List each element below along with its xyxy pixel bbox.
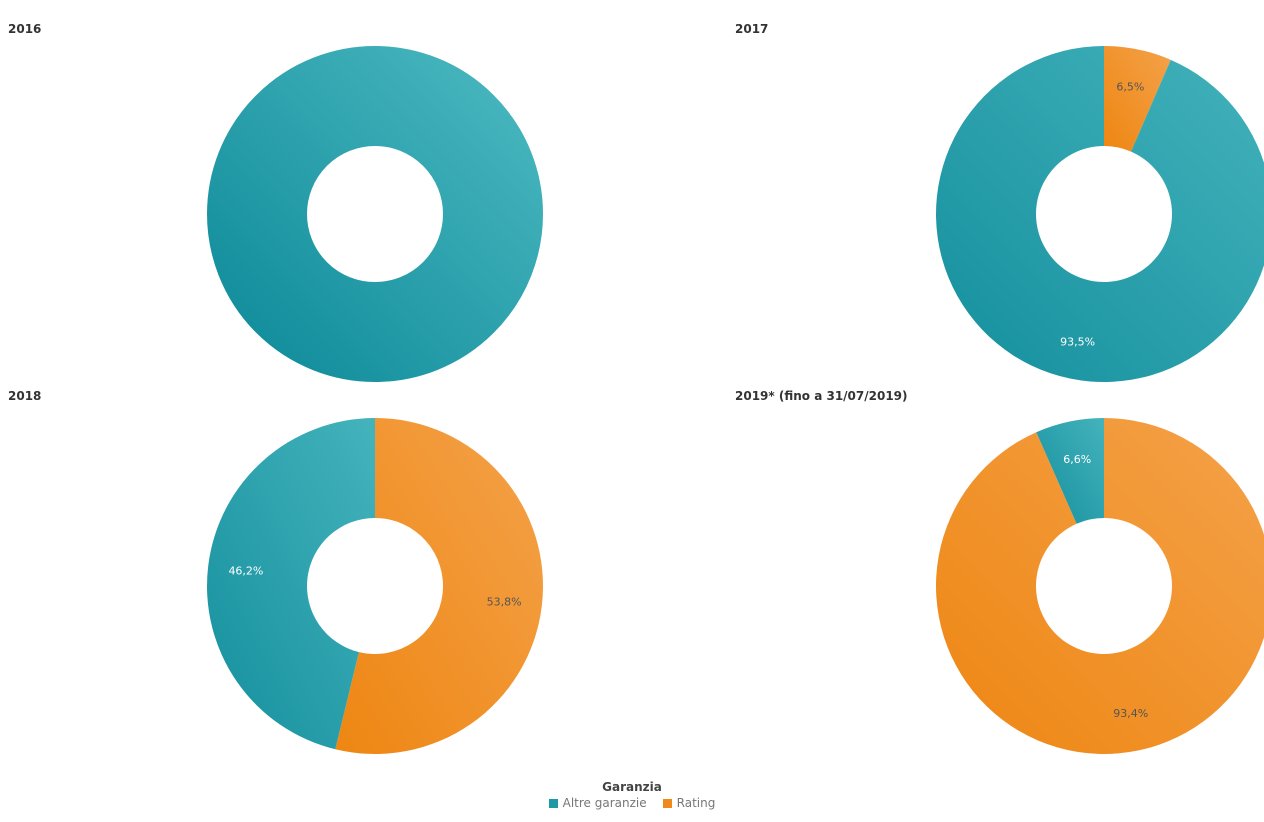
slice-label-rating: 93,4% — [1113, 707, 1148, 720]
slice-rating[interactable] — [1104, 46, 1171, 152]
slice-rating[interactable] — [936, 418, 1264, 754]
legend-title: Garanzia — [602, 780, 662, 794]
slice-altre-garanzie[interactable] — [1036, 418, 1104, 524]
legend-items: Altre garanzie Rating — [0, 796, 1264, 810]
legend-label-rating: Rating — [676, 796, 716, 810]
panel-title: 2017 — [735, 22, 768, 36]
donut-panel-4: 2019* (fino a 31/07/2019) 93,4% 6,6% — [735, 389, 1264, 754]
donut-panel-3: 2018 53,8% 46,2% — [8, 389, 543, 754]
slice-altre-garanzie[interactable] — [206, 418, 375, 750]
legend-swatch-rating — [662, 798, 672, 808]
panel-title: 2016 — [8, 22, 41, 36]
donut-panel-1: 2016 — [8, 22, 543, 382]
legend-swatch-altre-garanzie — [548, 798, 558, 808]
slice-label-altre-garanzie: 6,6% — [1063, 453, 1091, 466]
donut-panel-2: 2017 6,5% 93,5% — [735, 22, 1264, 382]
slice-altre-garanzie[interactable] — [207, 46, 543, 382]
panel-title: 2018 — [8, 389, 41, 403]
legend: Garanzia Altre garanzie Rating — [0, 779, 1264, 810]
slice-label-rating: 53,8% — [487, 595, 522, 608]
slice-label-rating: 6,5% — [1116, 81, 1144, 94]
donut-charts: 2016 2017 6,5% 93,5% 2018 53,8% 46,2% 2019* (fi… — [8, 22, 1264, 754]
slice-label-altre-garanzie: 93,5% — [1060, 335, 1095, 348]
legend-item-altre-garanzie[interactable]: Altre garanzie — [548, 796, 647, 810]
slice-label-altre-garanzie: 46,2% — [228, 565, 263, 578]
legend-item-rating[interactable]: Rating — [662, 796, 716, 810]
legend-label-altre-garanzie: Altre garanzie — [562, 796, 647, 810]
slice-altre-garanzie[interactable] — [936, 46, 1264, 382]
slice-rating[interactable] — [335, 418, 543, 754]
panel-title: 2019* (fino a 31/07/2019) — [735, 389, 908, 403]
